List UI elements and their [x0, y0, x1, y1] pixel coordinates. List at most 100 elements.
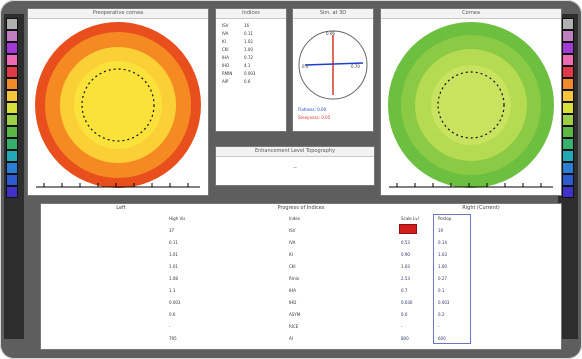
vector-panel: Sim. at 3D 0.06 0.0 0.70 Flatness: 0.00 …: [292, 8, 374, 132]
stats-row-0: ISV 16: [222, 23, 250, 28]
stats-row-3: CKI 1.00: [222, 47, 253, 52]
scale-swatch: [562, 150, 574, 162]
scale-swatch: [6, 102, 18, 114]
scale-swatch: [6, 30, 18, 42]
scale-swatch: [562, 66, 574, 78]
table-right-col1-value-6: 0.030: [401, 300, 413, 305]
table-right-col1-value-4: 2.53: [401, 276, 410, 281]
table-right-col2-value-9: 600: [438, 336, 446, 341]
scale-swatch: [6, 150, 18, 162]
table-right-col2-header: Postop: [438, 216, 452, 221]
scale-swatch: [6, 162, 18, 174]
table-left-value-5: 1.1: [169, 288, 176, 293]
table-right-col2-value-5: 0.1: [438, 288, 445, 293]
right-map-title: Cornea: [381, 9, 561, 19]
table-center-label-9: AI: [289, 336, 293, 341]
table-right-col1-value-3: 1.03: [401, 264, 410, 269]
stats-row-1: IVA 0.11: [222, 31, 253, 36]
indices-panel: Indices ISV 16 IVA 0.11 KI 1.02 CKI 1.00 IHA…: [215, 8, 287, 132]
table-left-title: Left: [116, 205, 126, 211]
scale-swatch: [562, 114, 574, 126]
table-left-value-7: 0.6: [169, 312, 176, 317]
table-center-label-5: IHA: [289, 288, 296, 293]
scale-swatch: [6, 54, 18, 66]
indices-title: Indices: [216, 9, 286, 19]
vector-right-label: 0.70: [351, 64, 360, 69]
table-right-col1-value-5: 0.7: [401, 288, 408, 293]
right-topography-map: [385, 19, 557, 189]
table-left-value-4: 1.08: [169, 276, 178, 281]
left-topography-map: [32, 19, 204, 189]
scale-swatch: [6, 126, 18, 138]
summary-panel: Enhancement Level Topography --: [215, 146, 375, 186]
table-center-col-header: Index: [289, 216, 301, 221]
scale-swatch: [6, 174, 18, 186]
scale-swatch: [6, 90, 18, 102]
table-right-col1-value-1: 0.53: [401, 240, 410, 245]
summary-text: --: [293, 165, 297, 171]
stats-row-4: IHA 0.72: [222, 55, 253, 60]
scale-swatch: [562, 174, 574, 186]
table-right-col2-value-3: 1.00: [438, 264, 447, 269]
table-right-col2-value-2: 1.03: [438, 252, 447, 257]
selected-cell[interactable]: [399, 224, 417, 234]
table-left-value-3: 1.01: [169, 264, 178, 269]
vector-plot: [298, 30, 368, 100]
table-center-label-4: Rmin: [289, 276, 300, 281]
table-right-col1-value-7: 0.0: [401, 312, 408, 317]
vector-left-label: 0.0: [302, 64, 309, 69]
scale-swatch: [6, 66, 18, 78]
table-center-title: Progress of Indices: [277, 205, 325, 211]
table-right-col2-value-1: 0.14: [438, 240, 447, 245]
table-right-col1-value-2: 0.90: [401, 252, 410, 257]
table-right-col2-value-8: -: [438, 324, 440, 329]
summary-title: Enhancement Level Topography: [216, 147, 374, 157]
vector-reading-a: Flatness: 0.00: [298, 107, 327, 112]
stats-row-7: AIP 0.6: [222, 79, 251, 84]
scale-swatch: [562, 126, 574, 138]
current-column-highlight: [433, 214, 471, 344]
table-left-value-9: 795: [169, 336, 177, 341]
table-center-label-8: RICE: [289, 324, 299, 329]
table-right-col2-value-4: 0.27: [438, 276, 447, 281]
scale-swatch: [6, 138, 18, 150]
table-center-label-6: IHD: [289, 300, 297, 305]
table-center-label-0: ISV: [289, 228, 296, 233]
table-left-value-8: -: [169, 324, 171, 329]
scale-swatch: [562, 186, 574, 198]
table-center-label-1: IVA: [289, 240, 296, 245]
table-right-col2-value-7: 0.2: [438, 312, 445, 317]
table-right-col1-header: Scale Lvl: [401, 216, 419, 221]
scale-swatch: [562, 90, 574, 102]
scale-swatch: [562, 30, 574, 42]
table-left-value-6: 0.003: [169, 300, 181, 305]
stats-row-2: KI 1.02: [222, 39, 253, 44]
scale-swatch: [562, 102, 574, 114]
right-map-panel: Cornea: [380, 8, 562, 196]
scale-swatch: [562, 54, 574, 66]
stats-row-5: IHD 4.1: [222, 63, 251, 68]
scale-swatch: [562, 138, 574, 150]
table-right-col2-value-6: 0.003: [438, 300, 450, 305]
table-right-title: Right (Current): [462, 205, 500, 211]
indices-table-panel: Left Progress of Indices Right (Current)…: [40, 203, 562, 350]
table-left-value-1: 0.11: [169, 240, 178, 245]
scale-swatch: [6, 78, 18, 90]
left-map-panel: Preoperative cornea: [27, 8, 209, 196]
table-center-label-3: CKI: [289, 264, 296, 269]
table-left-col-header: High Vis: [169, 216, 186, 221]
table-left-value-0: 37: [169, 228, 175, 233]
scale-swatch: [6, 42, 18, 54]
stats-row-6: RMIN 0.003: [222, 71, 256, 76]
table-right-col1-value-8: -: [401, 324, 403, 329]
scale-swatch: [562, 42, 574, 54]
scale-swatch: [562, 18, 574, 30]
table-left-value-2: 1.01: [169, 252, 178, 257]
scale-swatch: [562, 78, 574, 90]
vector-title: Sim. at 3D: [293, 9, 373, 19]
vector-top-label: 0.06: [326, 31, 335, 36]
vector-reading-b: Steepness: 0.05: [298, 115, 331, 120]
left-map-title: Preoperative cornea: [28, 9, 208, 19]
table-right-col2-value-0: 19: [438, 228, 444, 233]
